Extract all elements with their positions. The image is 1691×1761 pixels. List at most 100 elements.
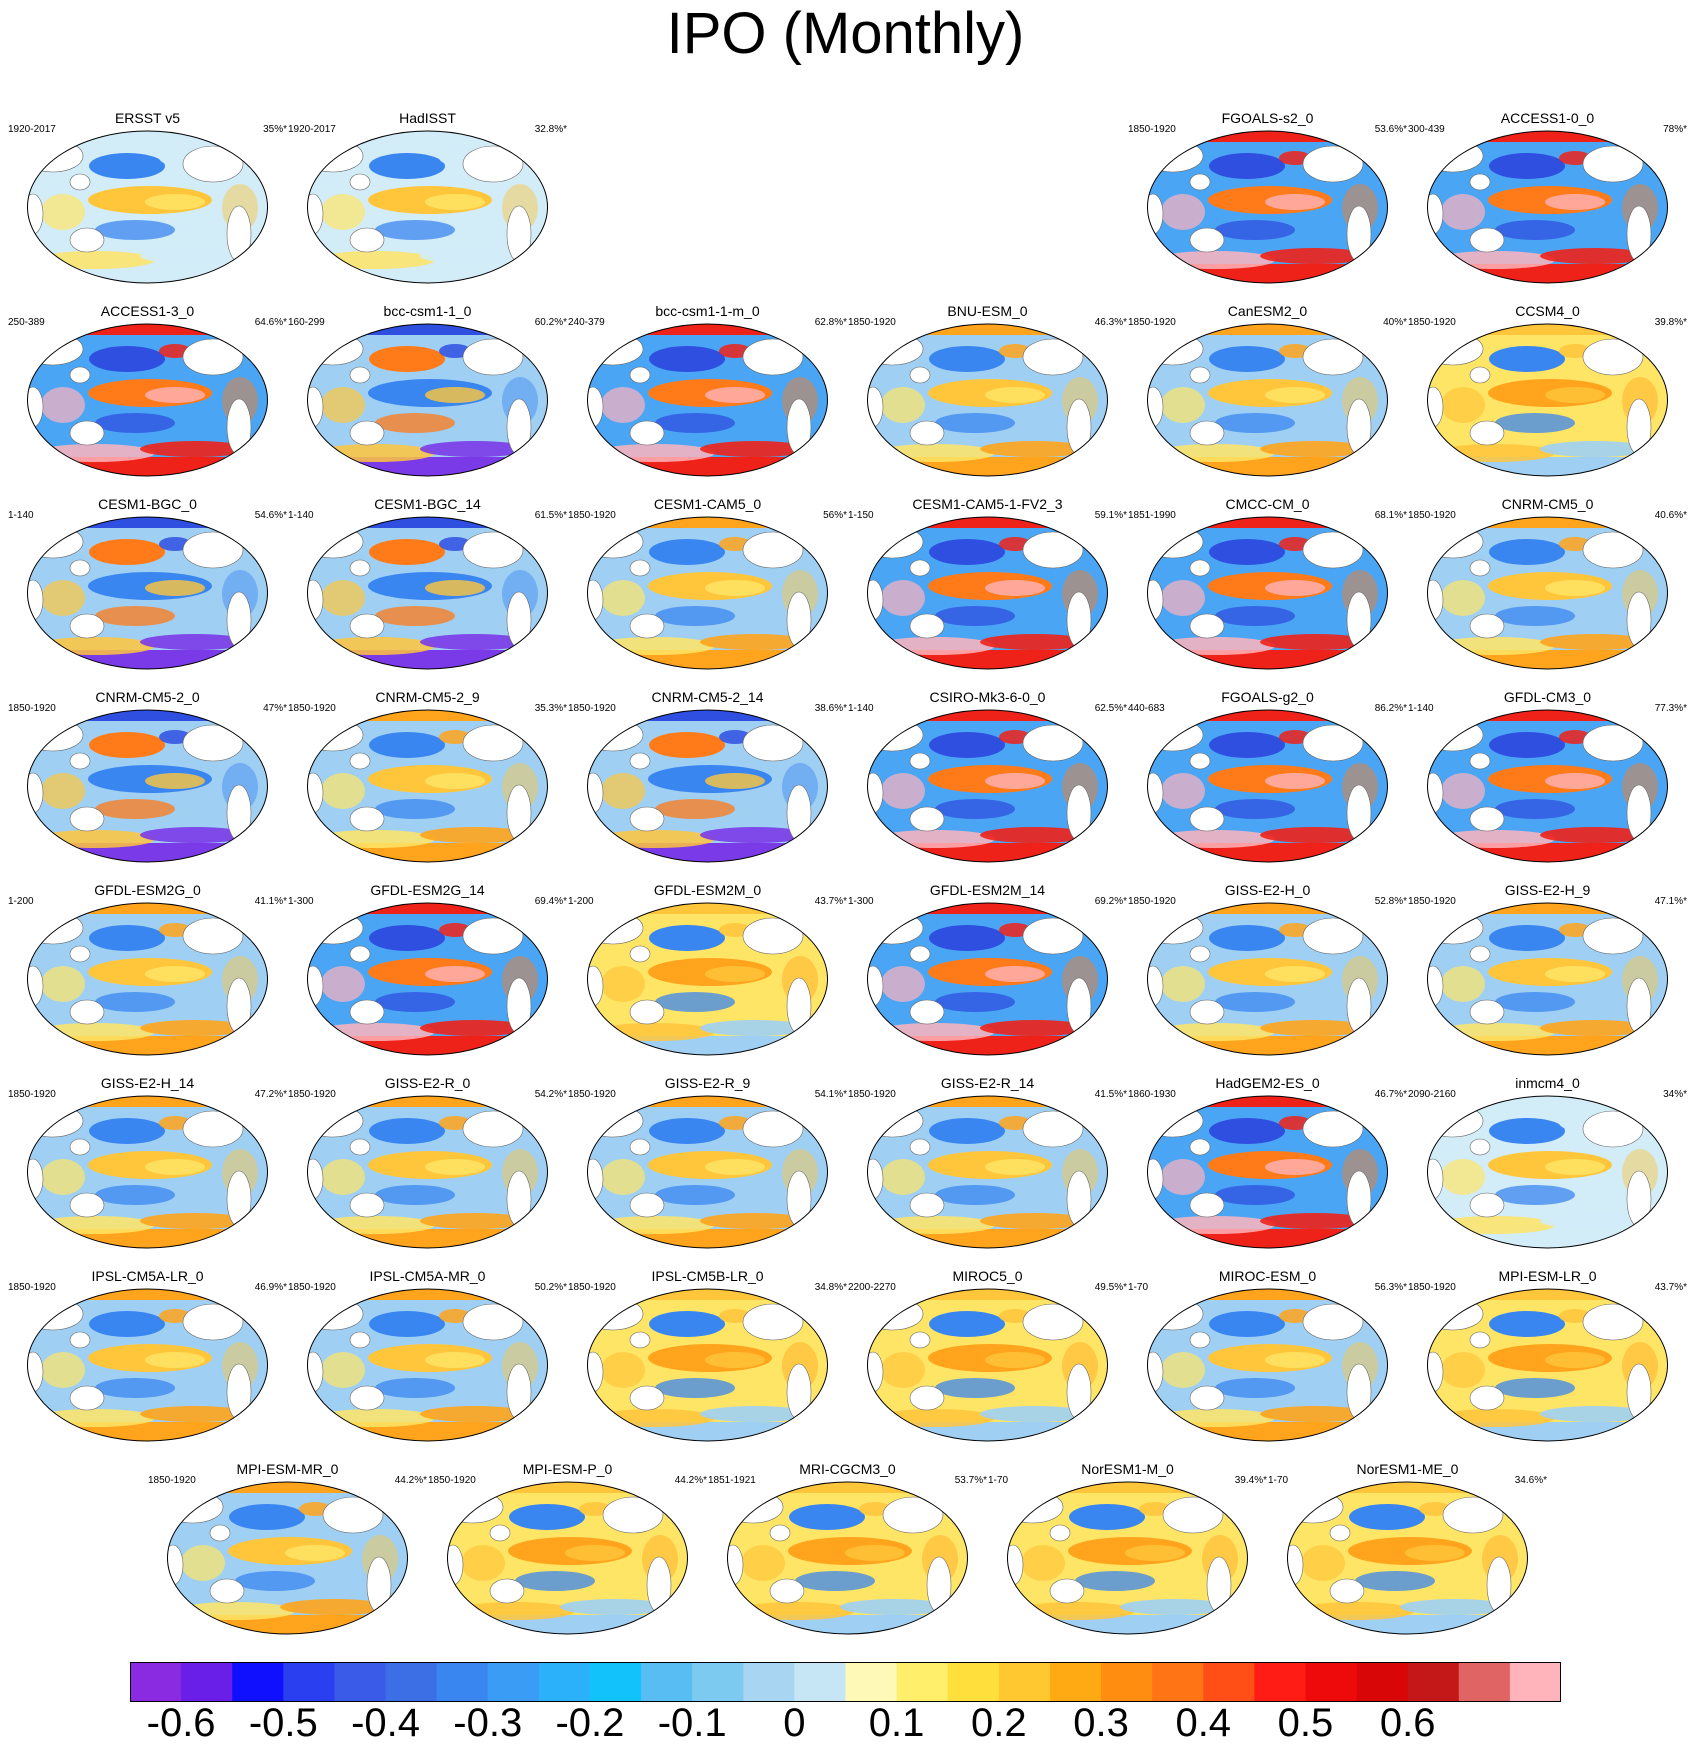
panel-variance-pct: 39.4%* (1234, 1475, 1267, 1486)
map-panel: CESM1-BGC_14 1-140 61.5%* (288, 496, 567, 686)
page-title: IPO (Monthly) (666, 1, 1025, 66)
sst-map (1147, 1288, 1388, 1442)
panel-title: MRI-CGCM3_0 (799, 1461, 896, 1477)
panel-title: GISS-E2-H_9 (1504, 882, 1591, 898)
sst-map (307, 902, 548, 1056)
panel-years: 1850-1920 (148, 1475, 196, 1486)
colorbar-swatch (896, 1662, 949, 1702)
panel-years: 300-439 (1408, 124, 1445, 135)
map-panel: GISS-E2-R_9 1850-1920 54.1%* (568, 1075, 847, 1265)
map-panel: GFDL-ESM2G_0 1-200 41.1%* (8, 882, 287, 1072)
map-panel: GFDL-ESM2M_14 1-300 69.2%* (848, 882, 1127, 1072)
sst-map (27, 1288, 268, 1442)
panel-title: MIROC5_0 (952, 1268, 1023, 1284)
panel-variance-pct: 35.3%* (534, 703, 567, 714)
panel-title: GISS-E2-R_0 (384, 1075, 471, 1091)
panel-title: CESM1-BGC_14 (374, 496, 481, 512)
sst-map (587, 1095, 828, 1249)
panel-title: bcc-csm1-1_0 (383, 303, 472, 319)
map-panel: HadGEM2-ES_0 1860-1930 46.7%* (1128, 1075, 1407, 1265)
map-panel: CNRM-CM5-2_14 1850-1920 38.6%* (568, 689, 847, 879)
panel-title: ACCESS1-0_0 (1500, 110, 1595, 126)
panel-variance-pct: 54.1%* (814, 1089, 847, 1100)
panel-variance-pct: 47%* (263, 703, 287, 714)
map-panel: bcc-csm1-1-m_0 240-379 62.8%* (568, 303, 847, 493)
panel-variance-pct: 59.1%* (1094, 510, 1127, 521)
panel-title: CNRM-CM5-2_0 (95, 689, 200, 705)
panel-years: 1850-1920 (568, 703, 616, 714)
colorbar-swatch (641, 1662, 693, 1702)
colorbar-swatch (1407, 1662, 1460, 1702)
panel-title: MIROC-ESM_0 (1218, 1268, 1317, 1284)
panel-title: FGOALS-s2_0 (1221, 110, 1314, 126)
panel-years: 1-140 (848, 703, 874, 714)
panel-years: 1850-1920 (1408, 896, 1456, 907)
map-panel: GISS-E2-R_14 1850-1920 41.5%* (848, 1075, 1127, 1265)
panel-years: 1850-1920 (288, 1089, 336, 1100)
panel-title: CanESM2_0 (1227, 303, 1308, 319)
map-panel: bcc-csm1-1_0 160-299 60.2%* (288, 303, 567, 493)
sst-map (867, 1095, 1108, 1249)
panel-years: 2090-2160 (1408, 1089, 1456, 1100)
panel-variance-pct: 54.2%* (534, 1089, 567, 1100)
panel-years: 1850-1920 (848, 1089, 896, 1100)
panel-title: HadGEM2-ES_0 (1215, 1075, 1320, 1091)
panel-title: ERSST v5 (114, 110, 181, 126)
sst-map (167, 1481, 408, 1635)
panel-years: 1850-1920 (568, 1282, 616, 1293)
panel-variance-pct: 44.2%* (674, 1475, 707, 1486)
map-panel: HadISST 1920-2017 32.8%* (288, 110, 567, 300)
sst-map (27, 323, 268, 477)
colorbar-tick-label: 0.2 (971, 1701, 1027, 1745)
map-panel: CCSM4_0 1850-1920 39.8%* (1408, 303, 1687, 493)
map-panel: ACCESS1-3_0 250-389 64.6%* (8, 303, 287, 493)
sst-map (867, 1288, 1108, 1442)
panel-variance-pct: 49.5%* (1094, 1282, 1127, 1293)
panel-title: NorESM1-M_0 (1081, 1461, 1174, 1477)
sst-map (727, 1481, 968, 1635)
panel-variance-pct: 56%* (823, 510, 847, 521)
panel-years: 240-379 (568, 317, 605, 328)
panel-years: 1-200 (8, 896, 34, 907)
colorbar-tick-label: 0 (783, 1701, 806, 1745)
panel-years: 1850-1920 (1408, 510, 1456, 521)
sst-map (307, 709, 548, 863)
panel-title: GISS-E2-H_0 (1224, 882, 1311, 898)
map-panel: ACCESS1-0_0 300-439 78%* (1408, 110, 1687, 300)
colorbar-tick-label: -0.3 (453, 1701, 523, 1745)
colorbar-swatch (487, 1662, 540, 1702)
panel-title: CESM1-CAM5_0 (653, 496, 762, 512)
panel-variance-pct: 69.4%* (534, 896, 567, 907)
colorbar-swatch (283, 1662, 335, 1702)
panel-variance-pct: 38.6%* (814, 703, 847, 714)
panel-title: FGOALS-g2_0 (1221, 689, 1314, 705)
panel-variance-pct: 40%* (1383, 317, 1407, 328)
panel-title: MPI-ESM-LR_0 (1498, 1268, 1597, 1284)
colorbar-swatch (1152, 1662, 1204, 1702)
panel-title: CCSM4_0 (1515, 303, 1580, 319)
sst-map (307, 323, 548, 477)
panel-title: IPSL-CM5A-MR_0 (369, 1268, 486, 1284)
panel-title: GISS-E2-H_14 (100, 1075, 195, 1091)
panel-variance-pct: 53.6%* (1374, 124, 1407, 135)
panel-variance-pct: 40.6%* (1654, 510, 1687, 521)
colorbar-swatch (436, 1662, 489, 1702)
panel-years: 1850-1920 (1128, 124, 1176, 135)
colorbar-swatch (1203, 1662, 1255, 1702)
map-panel: CESM1-CAM5-1-FV2_3 1-150 59.1%* (848, 496, 1127, 686)
sst-map (1147, 902, 1388, 1056)
sst-map (587, 1288, 828, 1442)
panel-variance-pct: 41.5%* (1094, 1089, 1127, 1100)
panel-title: GFDL-ESM2G_0 (94, 882, 201, 898)
map-panel: CMCC-CM_0 1851-1990 68.1%* (1128, 496, 1407, 686)
sst-map (27, 902, 268, 1056)
sst-map (307, 1095, 548, 1249)
panel-title: GFDL-ESM2G_14 (370, 882, 485, 898)
panel-years: 1920-2017 (288, 124, 336, 135)
colorbar-swatch (130, 1662, 182, 1702)
panel-title: GISS-E2-R_9 (664, 1075, 751, 1091)
panel-variance-pct: 41.1%* (254, 896, 287, 907)
panel-years: 160-299 (288, 317, 325, 328)
colorbar-tick-label: 0.4 (1175, 1701, 1232, 1745)
panel-title: GFDL-ESM2M_0 (653, 882, 762, 898)
